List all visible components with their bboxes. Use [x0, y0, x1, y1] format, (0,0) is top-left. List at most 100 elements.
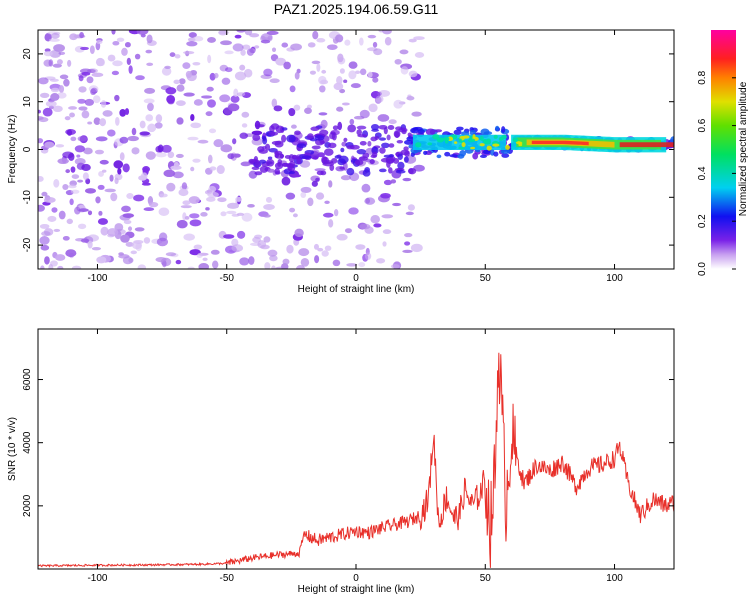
heatmap-noise-cell — [76, 154, 81, 158]
heatmap-noise-cell — [71, 174, 80, 179]
heatmap-noise-cell — [239, 64, 246, 71]
snr-x-axis-label: Height of straight line (km) — [298, 584, 415, 595]
heatmap-noise-cell — [62, 183, 69, 191]
heatmap-noise-cell — [241, 111, 250, 118]
heatmap-core-cell — [372, 151, 378, 158]
heatmap-noise-cell — [230, 95, 240, 103]
heatmap-noise-cell — [148, 202, 159, 208]
heatmap-noise-cell — [313, 243, 319, 250]
heatmap-x-tick-label: 50 — [480, 273, 492, 284]
heatmap-core-cell — [254, 159, 261, 168]
snr-x-ticks: -100 -50 0 50 100 — [87, 329, 623, 584]
heatmap-noise-cell — [365, 197, 371, 204]
heatmap-noise-cell — [218, 30, 228, 36]
heatmap-noise-cell — [182, 62, 191, 70]
heatmap-noise-cell — [413, 36, 425, 40]
heatmap-core-cell — [275, 171, 281, 175]
heatmap-noise-cell — [100, 226, 109, 236]
heatmap-noise-cell — [212, 260, 219, 269]
heatmap-noise-cell — [220, 40, 232, 46]
heatmap-noise-cell — [113, 160, 124, 169]
heatmap-noise-cell — [377, 91, 382, 96]
heatmap-x-axis-label: Height of straight line (km) — [298, 284, 415, 295]
heatmap-y-tick-label: 10 — [22, 96, 33, 108]
heatmap-core-cell — [307, 133, 314, 140]
heatmap-core-cell — [258, 159, 267, 164]
snr-x-tick-label: 50 — [480, 573, 492, 584]
heatmap-noise-cell — [197, 139, 209, 144]
heatmap-noise-cell — [322, 212, 334, 218]
heatmap-noise-cell — [117, 167, 122, 175]
heatmap-core-cell — [359, 156, 369, 161]
heatmap-signal-cell — [500, 149, 511, 154]
heatmap-noise-cell — [348, 207, 359, 215]
heatmap-noise-cell — [358, 262, 366, 268]
heatmap-noise-cell — [271, 265, 276, 269]
heatmap-core-cell — [316, 170, 324, 176]
heatmap-noise-cell — [146, 62, 154, 67]
heatmap-core-cell — [346, 167, 355, 176]
heatmap-core-cell — [277, 158, 283, 165]
heatmap-noise-cell — [400, 66, 409, 75]
heatmap-noise-cell — [407, 94, 412, 98]
heatmap-noise-cell — [40, 244, 50, 251]
heatmap-noise-cell — [263, 236, 271, 243]
snr-y-tick-label: 2000 — [22, 494, 33, 517]
heatmap-noise-cell — [62, 151, 74, 159]
heatmap-noise-cell — [267, 168, 275, 173]
heatmap-noise-cell — [382, 229, 392, 235]
heatmap-noise-cell — [184, 215, 190, 220]
heatmap-signal-highlight — [492, 143, 500, 147]
heatmap-signal-cell — [495, 125, 500, 131]
heatmap-core-cell — [371, 146, 379, 155]
heatmap-noise-cell — [114, 223, 124, 232]
heatmap-noise-cell — [210, 249, 220, 255]
heatmap-noise-cell — [205, 111, 213, 117]
heatmap-noise-cell — [289, 207, 296, 213]
heatmap-noise-cell — [219, 94, 231, 103]
heatmap-noise-cell — [77, 136, 88, 142]
heatmap-core-cell — [274, 150, 283, 156]
heatmap-noise-cell — [213, 72, 219, 79]
heatmap-noise-cell — [318, 75, 327, 85]
heatmap-core-cell — [379, 168, 387, 173]
heatmap-noise-cell — [119, 214, 131, 221]
heatmap-noise-cell — [39, 92, 50, 98]
heatmap-noise-cell — [254, 234, 263, 239]
heatmap-core-cell — [396, 140, 404, 144]
heatmap-core-cell — [301, 155, 312, 160]
chart-title: PAZ1.2025.194.06.59.G11 — [274, 1, 439, 17]
heatmap-noise-cell — [48, 59, 54, 67]
heatmap-noise-cell — [275, 57, 287, 66]
heatmap-noise-cell — [44, 141, 55, 148]
heatmap-noise-cell — [121, 47, 128, 56]
snr-frame — [37, 328, 675, 570]
heatmap-noise-cell — [408, 70, 418, 78]
heatmap-noise-cell — [312, 30, 319, 40]
heatmap-noise-cell — [193, 244, 203, 250]
colorbar-tick-label: 0.8 — [697, 70, 708, 84]
heatmap-noise-cell — [99, 58, 105, 67]
heatmap-noise-cell — [332, 259, 341, 267]
heatmap-noise-cell — [139, 120, 146, 129]
heatmap-signal-highlight — [479, 136, 484, 141]
heatmap-noise-cell — [384, 36, 392, 46]
heatmap-noise-cell — [154, 122, 163, 129]
heatmap-noise-cell — [84, 98, 95, 106]
heatmap-noise-cell — [38, 204, 45, 212]
heatmap-noise-cell — [44, 256, 50, 265]
heatmap-noise-cell — [336, 233, 348, 241]
heatmap-noise-cell — [290, 43, 302, 51]
heatmap-noise-cell — [57, 265, 64, 269]
heatmap-noise-cell — [145, 151, 156, 160]
heatmap-noise-cell — [333, 209, 339, 217]
heatmap-signal-cell — [482, 149, 491, 155]
heatmap-noise-cell — [283, 61, 291, 70]
heatmap-signal-highlight — [468, 138, 476, 143]
heatmap-noise-cell — [391, 264, 400, 269]
heatmap-signal-highlight — [454, 141, 458, 144]
heatmap-noise-cell — [182, 200, 191, 206]
heatmap-noise-cell — [273, 105, 283, 112]
heatmap-noise-cell — [213, 139, 224, 148]
heatmap-noise-cell — [281, 42, 289, 48]
